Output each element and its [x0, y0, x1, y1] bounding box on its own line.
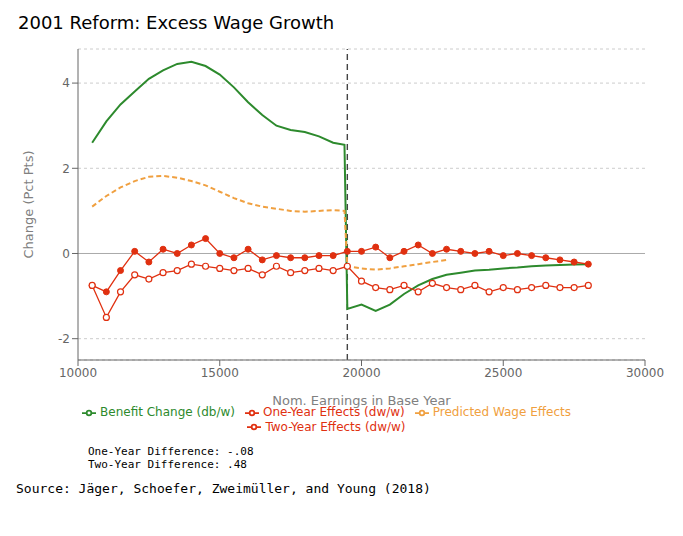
html-text:Two-Year Effects (dw/w): Two-Year Effects (dw/w)	[265, 419, 406, 434]
html-text:Source: Jäger, Schoefer, Zweim: Source: Jäger, Schoefer, Zweimüller, and…	[16, 481, 431, 496]
svg-text:25000: 25000	[484, 366, 522, 380]
html-text:Two-Year Difference: .48: Two-Year Difference: .48	[88, 458, 247, 471]
svg-text:Nom. Earnings in Base Year: Nom. Earnings in Base Year	[272, 393, 451, 408]
html-text:2001 Reform: Excess Wage Growt: 2001 Reform: Excess Wage Growth	[18, 12, 335, 33]
html-text:One-Year Effects (dw/w): One-Year Effects (dw/w)	[262, 405, 405, 419]
html-text:Benefit Change (db/w): Benefit Change (db/w)	[100, 405, 235, 419]
svg-text:-2: -2	[58, 332, 70, 346]
svg-text:0: 0	[62, 247, 70, 261]
svg-text:10000: 10000	[59, 366, 97, 380]
svg-text:30000: 30000	[626, 366, 664, 380]
svg-text:4: 4	[62, 76, 70, 90]
html-text:One-Year Difference: -.08: One-Year Difference: -.08	[88, 445, 254, 458]
svg-text:2: 2	[62, 162, 70, 176]
svg-text:15000: 15000	[201, 366, 239, 380]
svg-text:20000: 20000	[342, 366, 380, 380]
svg-text:Change (Pct Pts): Change (Pct Pts)	[21, 151, 36, 259]
html-text:Predicted Wage Effects: Predicted Wage Effects	[432, 405, 571, 419]
